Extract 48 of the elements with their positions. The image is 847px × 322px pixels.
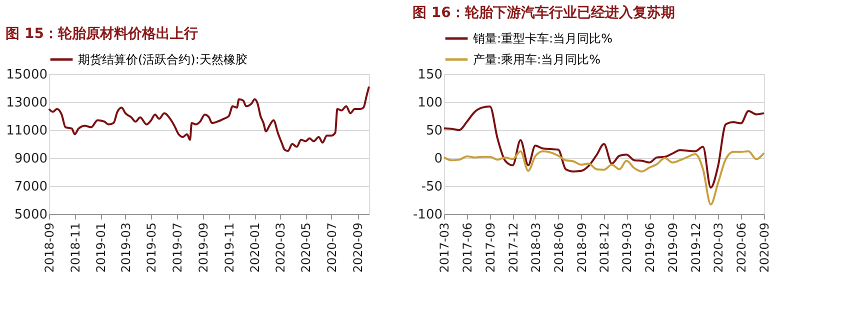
x-tick-label: 2019-12 [688, 222, 703, 273]
x-tick-label: 2020-06 [734, 222, 748, 273]
chart-title: 图 15：轮胎原材料价格出上行 [6, 26, 198, 42]
legend-label: 期货结算价(活跃合约):天然橡胶 [78, 52, 248, 66]
y-tick-label: 0 [434, 152, 442, 166]
x-tick-label: 2019-05 [144, 222, 159, 273]
x-tick-label: 2019-09 [666, 222, 680, 273]
x-tick-label: 2019-03 [118, 222, 133, 273]
x-tick-label: 2017-06 [460, 222, 474, 273]
x-tick-label: 2018-03 [528, 222, 543, 273]
x-tick-label: 2018-12 [598, 222, 612, 273]
x-tick-label: 2019-01 [94, 222, 108, 273]
line-series [48, 86, 370, 152]
x-tick-label: 2018-11 [68, 222, 82, 273]
x-tick-label: 2019-11 [222, 222, 236, 273]
line-series [443, 150, 765, 206]
y-tick-label: -50 [421, 180, 442, 194]
legend-label: 产量:乘用车:当月同比% [473, 52, 600, 66]
y-tick-label: 15000 [6, 68, 48, 82]
x-tick-label: 2017-03 [438, 222, 452, 273]
x-tick-label: 2020-03 [712, 222, 726, 273]
x-tick-label: 2017-09 [484, 222, 498, 273]
y-tick-label: 100 [418, 96, 442, 110]
y-tick-label: 150 [418, 68, 442, 82]
x-tick-label: 2019-09 [196, 222, 211, 273]
x-tick-label: 2019-07 [170, 222, 184, 273]
x-tick-label: 2017-12 [506, 222, 520, 273]
y-tick-label: 13000 [6, 96, 48, 110]
x-tick-label: 2020-01 [248, 222, 262, 273]
x-tick-label: 2020-09 [758, 222, 772, 273]
y-tick-label: 7000 [14, 180, 48, 194]
x-tick-label: 2020-07 [324, 222, 339, 273]
line-series [443, 105, 765, 189]
legend-label: 销量:重型卡车:当月同比% [472, 32, 612, 46]
x-tick-label: 2019-06 [643, 222, 657, 273]
x-tick-label: 2018-06 [552, 222, 566, 273]
y-tick-label: 11000 [6, 124, 48, 138]
y-tick-label: 5000 [14, 208, 48, 222]
x-tick-label: 2020-03 [273, 222, 288, 273]
x-tick-label: 2018-09 [42, 222, 56, 273]
y-tick-label: 50 [426, 124, 442, 138]
x-tick-label: 2018-09 [574, 222, 589, 273]
y-tick-label: -100 [412, 208, 442, 222]
chart-title: 图 16：轮胎下游汽车行业已经进入复苏期 [412, 4, 675, 21]
x-tick-label: 2020-09 [351, 222, 366, 273]
x-tick-label: 2019-03 [620, 222, 634, 273]
y-tick-label: 9000 [14, 152, 48, 166]
x-tick-label: 2020-05 [299, 222, 314, 273]
